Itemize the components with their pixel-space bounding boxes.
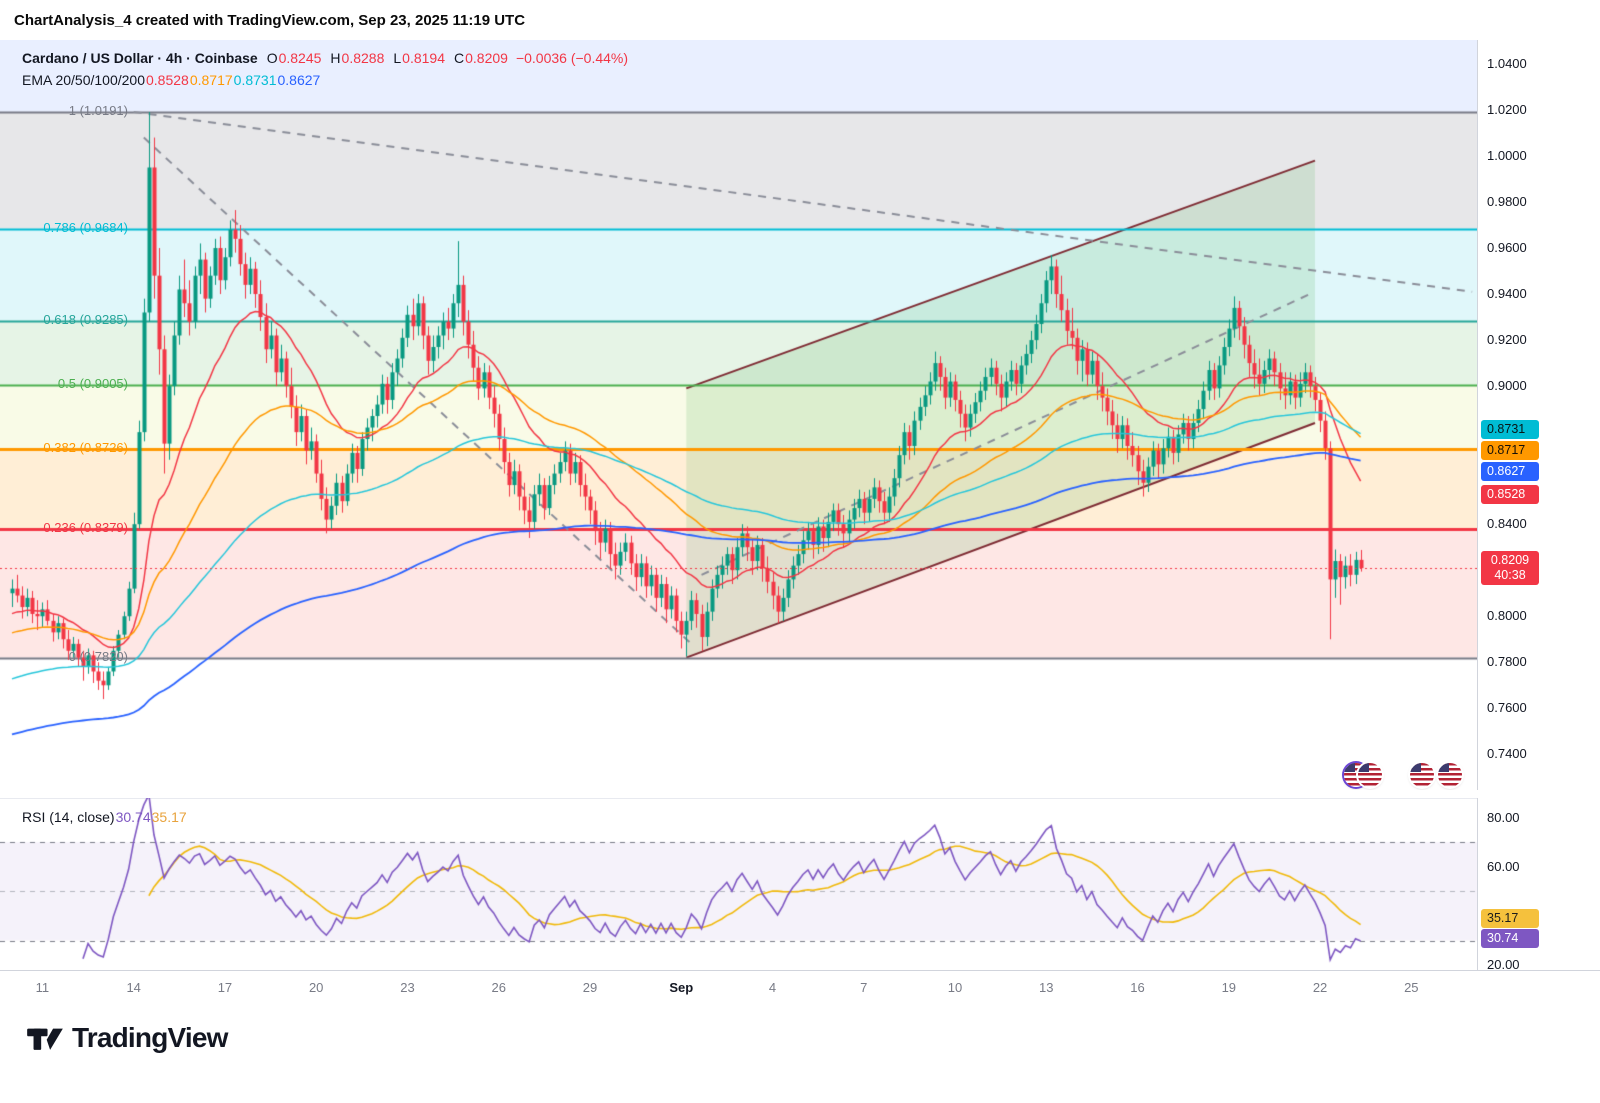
ohlc-value: 0.8209 [465,50,508,66]
time-axis-tick: 10 [947,980,963,995]
rsi-pane[interactable]: RSI (14, close)30.7435.17 [0,798,1477,970]
price-axis[interactable]: 1.0400 1.0200 1.0000 0.9800 0.9600 0.9400 0.92… [1477,40,1600,790]
price-axis-label: 0.8000 [1487,608,1527,624]
ema-legend-row: EMA 20/50/100/2000.85280.87170.87310.862… [22,69,628,91]
time-axis-tick: 26 [491,980,506,995]
ema-value: 0.8528 [146,72,189,88]
time-axis-tick: 14 [126,980,141,995]
price-axis-label: 0.8400 [1487,516,1527,532]
price-pane[interactable]: Cardano / US Dollar · 4h · Coinbase O0.82… [0,40,1477,790]
footer: TradingView [0,1003,1600,1103]
rsi-axis[interactable]: 80.00 60.00 20.00 30.74 35.17 [1477,798,1600,973]
change-value: −0.0036 (−0.44%) [515,50,629,66]
ohlc-key: C [454,50,465,66]
ema-value: 0.8731 [233,72,277,88]
time-axis-tick: 7 [860,980,868,995]
price-axis-label: 0.9600 [1487,240,1527,256]
rsi-value-badge: 30.74 [1481,928,1539,948]
ema-values: 0.85280.87170.87310.8627 [145,72,320,88]
time-axis-tick: 23 [400,980,415,995]
time-axis[interactable]: 11 14 17 20 23 26 29 Sep 4 7 10 13 16 19 22 25 [0,970,1600,1004]
ema-price-badge: 0.8731 [1481,419,1539,439]
rsi-axis-label: 20.00 [1487,957,1520,973]
ohlc-key: H [330,50,341,66]
time-axis-tick: 13 [1039,980,1054,995]
time-axis-tick: 19 [1221,980,1237,995]
time-axis-tick: 22 [1312,980,1328,995]
rsi-values: 30.7435.17 [115,809,187,825]
rsi-axis-label: 80.00 [1487,809,1520,825]
price-axis-label: 0.7800 [1487,654,1527,670]
ema-price-badge: 0.8717 [1481,440,1539,460]
ohlc-key: O [266,50,278,66]
symbol-legend-row: Cardano / US Dollar · 4h · Coinbase O0.82… [22,47,628,69]
rsi-value: 35.17 [151,809,187,825]
ema-value: 0.8717 [189,72,233,88]
time-axis-tick: 4 [768,980,777,995]
rsi-legend-label[interactable]: RSI (14, close) [22,809,115,825]
us-flag-event-icon[interactable] [1358,763,1382,787]
rsi-value-badge: 35.17 [1481,908,1539,928]
time-axis-tick: 11 [35,980,50,995]
us-flag-event-icon[interactable] [1438,763,1462,787]
ema-price-badge: 0.8528 [1481,484,1539,504]
ohlc-value: 0.8194 [402,50,445,66]
price-axis-label: 1.0400 [1487,55,1527,71]
price-axis-label: 0.9000 [1487,378,1527,394]
rsi-axis-label: 60.00 [1487,858,1520,874]
ema-price-badge: 0.8627 [1481,461,1539,481]
symbol-title[interactable]: Cardano / US Dollar · 4h · Coinbase [22,50,258,66]
us-flag-event-icon[interactable] [1410,763,1434,787]
price-axis-label: 0.7600 [1487,700,1527,716]
time-axis-tick: 16 [1130,980,1145,995]
ohlc-value: 0.8288 [341,50,385,66]
ohlc-key: L [393,50,402,66]
rsi-value: 30.74 [115,809,151,825]
ema-legend-label[interactable]: EMA 20/50/100/200 [22,72,145,88]
time-axis-tick: 29 [582,980,598,995]
rsi-legend: RSI (14, close)30.7435.17 [22,806,187,828]
price-axis-label: 1.0200 [1487,101,1527,117]
current-price-badge: 0.8209 40:38 [1481,551,1539,586]
price-axis-label: 0.7400 [1487,746,1527,762]
chart-legend: Cardano / US Dollar · 4h · Coinbase O0.82… [22,47,628,91]
ema-value: 0.8627 [277,72,321,88]
ohlc-value: 0.8245 [278,50,322,66]
price-axis-label: 1.0000 [1487,147,1527,163]
tradingview-wordmark[interactable]: TradingView [72,1022,228,1053]
event-icons-row [0,40,1477,790]
price-axis-label: 0.9200 [1487,332,1527,348]
ohlc-values: O0.8245 H0.8288 L0.8194 C0.8209 [258,50,508,66]
price-axis-label: 0.9400 [1487,286,1527,302]
time-axis-tick: 25 [1404,980,1419,995]
page-title: ChartAnalysis_4 created with TradingView… [14,11,526,29]
time-axis-tick: 20 [308,980,324,995]
rsi-chart-canvas[interactable] [0,798,1477,970]
price-chart-canvas[interactable] [0,40,1477,790]
price-axis-label: 0.9800 [1487,194,1527,209]
time-axis-tick: 17 [217,980,233,995]
time-axis-tick: Sep [669,980,694,995]
header-bar: ChartAnalysis_4 created with TradingView… [0,0,1600,40]
tradingview-logo-icon[interactable] [26,1021,64,1060]
